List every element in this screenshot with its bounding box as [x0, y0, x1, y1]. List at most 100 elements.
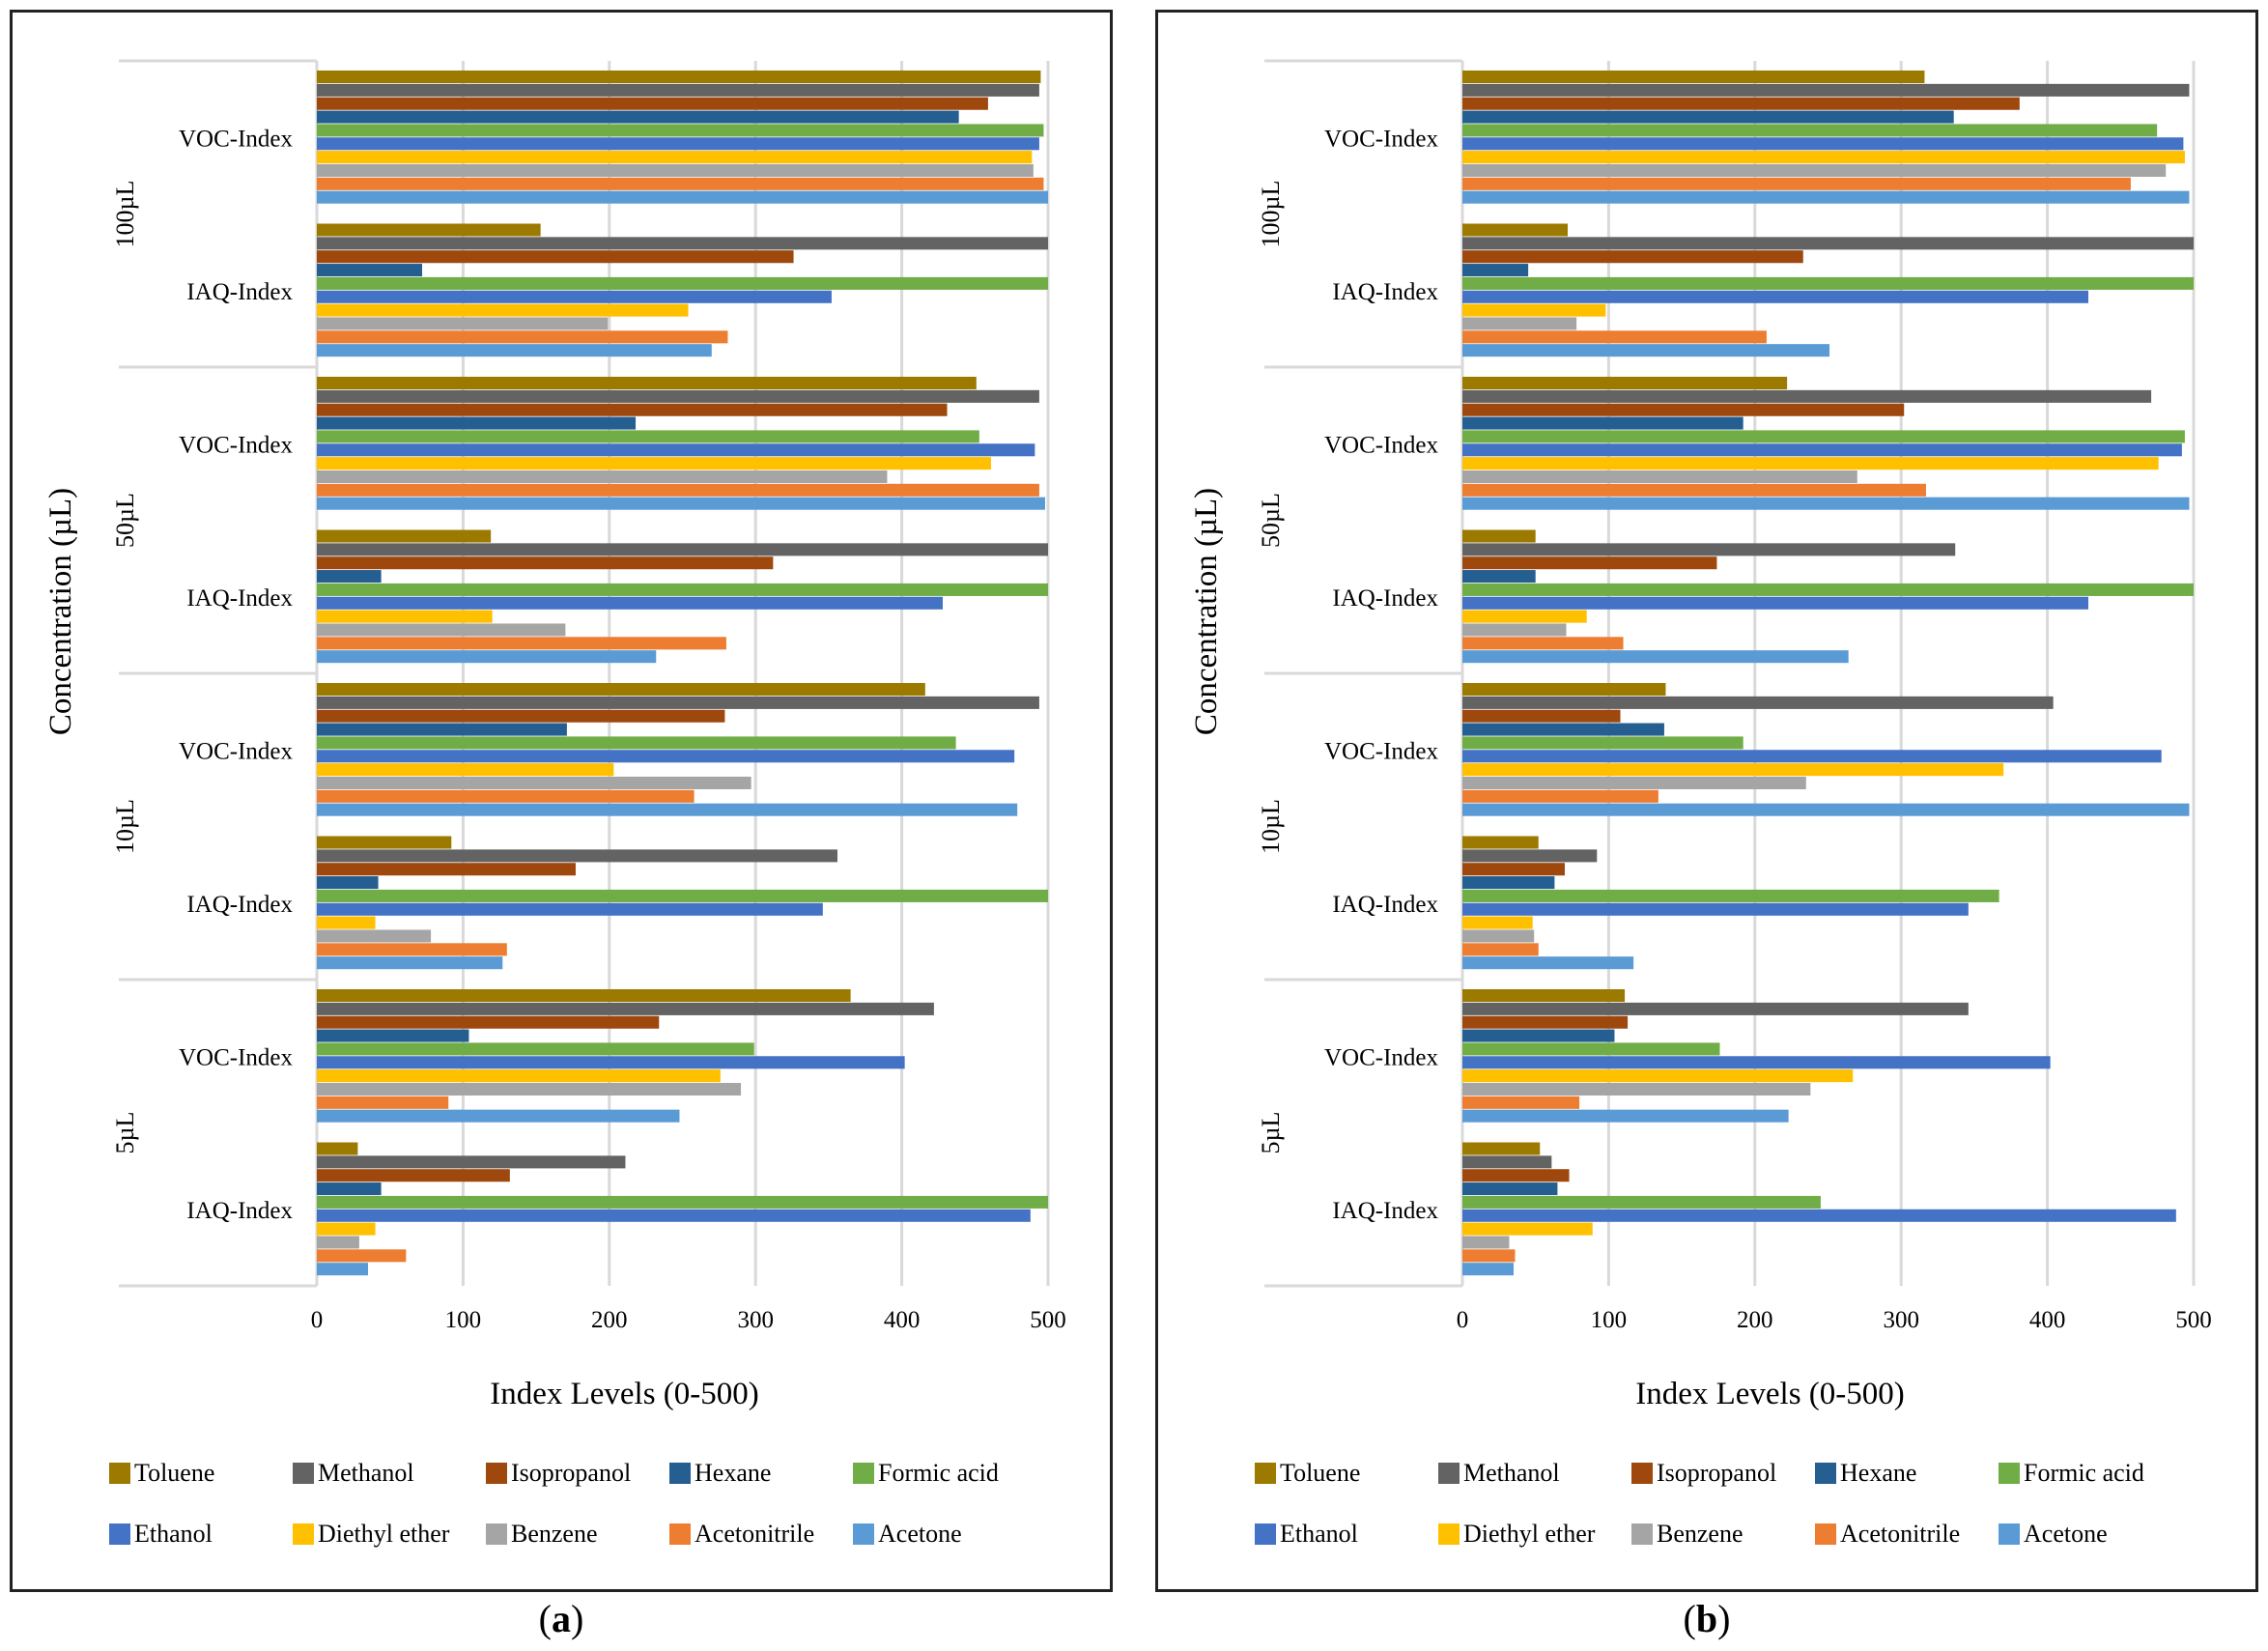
chart-b-bar-isopropanol — [1462, 1015, 1629, 1029]
chart-b-bar-methanol — [1462, 389, 2152, 403]
chart-b-bar-formic-acid — [1462, 430, 2185, 443]
chart-b-legend-swatch — [1255, 1463, 1276, 1484]
chart-a-bar-toluene — [317, 1142, 358, 1155]
chart-a-bar-acetonitrile — [317, 943, 507, 956]
chart-a-bar-formic-acid — [317, 276, 1048, 290]
chart-b-bar-isopropanol — [1462, 709, 1621, 723]
chart-a-bar-ethanol — [317, 750, 1015, 763]
chart-b-bar-ethanol — [1462, 137, 2184, 151]
chart-b-bar-formic-acid — [1462, 889, 1999, 902]
chart-b-x-tick-label: 300 — [1883, 1307, 1919, 1333]
chart-b-bar-toluene — [1462, 1142, 1541, 1155]
chart-b-y-axis-title: Concentration (µL) — [1189, 488, 1224, 735]
chart-a-y-axis-title: Concentration (µL) — [43, 488, 78, 735]
chart-a-bar-acetonitrile — [317, 483, 1039, 497]
chart-b-bar-toluene — [1462, 529, 1536, 543]
chart-b-bar-ethanol — [1462, 1209, 2176, 1222]
chart-b-category-label: IAQ-Index — [1332, 1198, 1438, 1224]
chart-a-concentration-label: 50µL — [111, 493, 139, 548]
chart-b-bar-formic-acid — [1462, 276, 2194, 290]
chart-b-bar-acetonitrile — [1462, 943, 1539, 956]
chart-b-bar-acetonitrile — [1462, 637, 1624, 650]
chart-a-bar-methanol — [317, 696, 1039, 709]
chart-a-bar-isopropanol — [317, 403, 948, 416]
chart-a-category-label: IAQ-Index — [186, 1198, 293, 1224]
chart-a-bar-benzene — [317, 776, 751, 789]
chart-a-bar-methanol — [317, 849, 837, 863]
chart-a-legend-swatch — [486, 1523, 507, 1545]
chart-a-bar-methanol — [317, 1002, 934, 1015]
chart-b-bar-toluene — [1462, 71, 1925, 84]
chart-b-bar-hexane — [1462, 1029, 1615, 1042]
chart-a-bar-acetone — [317, 1109, 680, 1123]
chart-b-legend-label: Benzene — [1657, 1520, 1744, 1548]
chart-a-bar-hexane — [317, 876, 379, 890]
chart-b-legend-label: Acetone — [2024, 1520, 2108, 1548]
chart-b-legend-swatch — [1999, 1463, 2020, 1484]
chart-b-bar-acetone — [1462, 803, 2190, 816]
chart-b-legend-label: Methanol — [1463, 1459, 1560, 1487]
chart-a-concentration-label: 5µL — [111, 1112, 139, 1154]
chart-b-bar-formic-acid — [1462, 124, 2158, 137]
chart-a-bar-diethyl-ether — [317, 1069, 721, 1083]
chart-a-bar-acetone — [317, 497, 1045, 510]
chart-a-legend-swatch — [293, 1523, 314, 1545]
chart-a-bar-ethanol — [317, 902, 823, 916]
chart-a-bar-isopropanol — [317, 709, 725, 723]
chart-a-bar-formic-acid — [317, 583, 1048, 596]
chart-b-concentration-label: 10µL — [1257, 799, 1285, 854]
chart-a-legend-swatch — [669, 1463, 691, 1484]
chart-a-legend-swatch — [669, 1523, 691, 1545]
chart-a-bar-diethyl-ether — [317, 1222, 376, 1236]
chart-b-legend-label: Hexane — [1840, 1459, 1916, 1487]
panel-label-a-text: a — [552, 1597, 571, 1640]
chart-a-bar-acetonitrile — [317, 330, 728, 344]
chart-a-category-label: VOC-Index — [179, 126, 294, 152]
chart-a-x-tick-label: 100 — [445, 1307, 482, 1333]
chart-b-bar-diethyl-ether — [1462, 916, 1533, 929]
chart-a-bar-diethyl-ether — [317, 303, 689, 317]
chart-a-legend-swatch — [486, 1463, 507, 1484]
chart-a-legend-label: Methanol — [318, 1459, 414, 1487]
chart-b-bar-acetone — [1462, 650, 1849, 664]
chart-a-legend-label: Toluene — [134, 1459, 214, 1487]
chart-b-bar-benzene — [1462, 1082, 1811, 1096]
chart-a-bar-ethanol — [317, 1056, 905, 1069]
chart-b-bar-isopropanol — [1462, 556, 1717, 570]
chart-panel-a: 100µL VOC-Index IAQ-Index 50µL VOC-Index IAQ-… — [10, 10, 1113, 1592]
chart-b-bar-acetone — [1462, 497, 2190, 510]
chart-a-bar-benzene — [317, 317, 609, 330]
chart-a-bar-diethyl-ether — [317, 610, 493, 623]
chart-a-category-label: VOC-Index — [179, 738, 294, 764]
chart-a-bar-hexane — [317, 264, 423, 277]
chart-a-category-label: IAQ-Index — [186, 892, 293, 918]
chart-b-x-tick-label: 100 — [1591, 1307, 1628, 1333]
chart-b-bar-diethyl-ether — [1462, 1069, 1854, 1083]
chart-a-bar-methanol — [317, 237, 1048, 250]
chart-b-bar-hexane — [1462, 723, 1664, 736]
chart-a-bar-diethyl-ether — [317, 763, 614, 777]
chart-a-legend-label: Hexane — [695, 1459, 771, 1487]
chart-a-bar-benzene — [317, 929, 432, 943]
chart-b-category-label: VOC-Index — [1324, 126, 1439, 152]
chart-b-bar-hexane — [1462, 416, 1744, 430]
chart-a-bar-formic-acid — [317, 1042, 754, 1056]
chart-b-category-label: IAQ-Index — [1332, 585, 1438, 612]
chart-b-bar-ethanol — [1462, 750, 2162, 763]
chart-b-bar-methanol — [1462, 83, 2190, 97]
chart-b-bar-ethanol — [1462, 902, 1969, 916]
chart-b-bar-diethyl-ether — [1462, 457, 2159, 470]
chart-b-bar-benzene — [1462, 929, 1535, 943]
chart-b-legend-label: Ethanol — [1280, 1520, 1358, 1548]
chart-a-bar-isopropanol — [317, 1015, 660, 1029]
panel-label-b-text: b — [1695, 1597, 1718, 1640]
chart-b-x-tick-label: 400 — [2029, 1307, 2066, 1333]
chart-b-bar-diethyl-ether — [1462, 1222, 1593, 1236]
chart-a-bar-isopropanol — [317, 556, 774, 570]
chart-b-legend-swatch — [1438, 1463, 1460, 1484]
chart-b-bar-hexane — [1462, 570, 1536, 584]
chart-b-x-axis-title: Index Levels (0-500) — [1635, 1377, 1905, 1411]
chart-a-bar-acetonitrile — [317, 177, 1044, 190]
chart-a-bar-benzene — [317, 623, 566, 637]
chart-a-bar-toluene — [317, 836, 452, 849]
